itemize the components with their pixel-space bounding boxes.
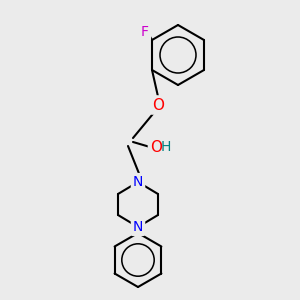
Text: N: N <box>133 175 143 189</box>
Text: H: H <box>161 140 171 154</box>
Text: N: N <box>133 220 143 234</box>
Text: F: F <box>141 25 149 39</box>
Text: O: O <box>152 98 164 112</box>
Text: O: O <box>150 140 162 154</box>
